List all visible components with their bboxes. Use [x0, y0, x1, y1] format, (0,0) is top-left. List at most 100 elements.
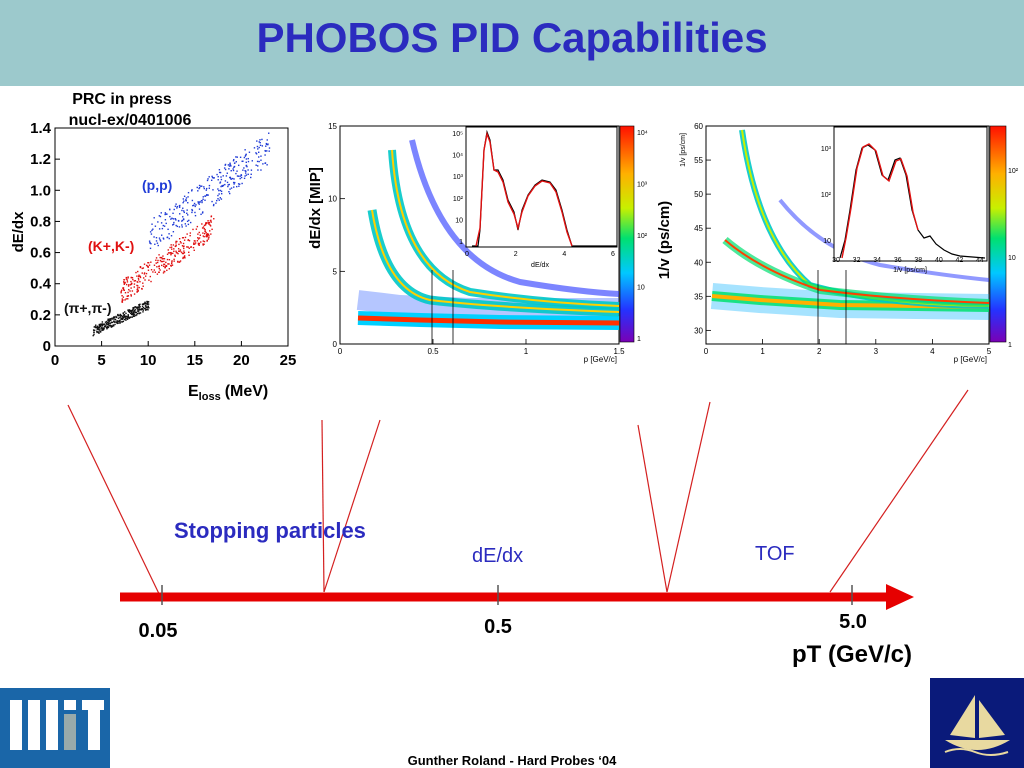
scatter-point [268, 132, 270, 134]
scatter-point [207, 221, 209, 224]
scatter-point [186, 212, 188, 215]
scatter-point [147, 309, 149, 311]
scatter-point [207, 233, 209, 235]
scatter-point [132, 307, 135, 309]
scatter-point [133, 307, 135, 310]
scatter-point [171, 224, 174, 226]
inset-y-tick-labels: 10 10² 10³ [821, 146, 832, 245]
scatter-point [209, 224, 211, 226]
scatter-point [123, 318, 126, 321]
page-title: PHOBOS PID Capabilities [256, 14, 768, 61]
scatter-point [107, 326, 110, 329]
scatter-point [163, 258, 166, 260]
scatter-point [173, 250, 175, 252]
scatter-point [154, 243, 156, 245]
scatter-point [261, 138, 263, 141]
scatter-point [126, 295, 128, 298]
scatter-point [104, 325, 107, 328]
inset-x-tick-label: 42 [956, 257, 964, 264]
scatter-point [239, 175, 241, 177]
scatter-point [161, 256, 163, 259]
scatter-point [183, 195, 186, 198]
scatter-point [208, 223, 210, 225]
scatter-point [168, 233, 170, 235]
scatter-point [224, 164, 226, 166]
scatter-point [175, 242, 177, 244]
scatter-point [146, 307, 149, 309]
eloss-scatter-chart: 00.20.40.60.81.01.21.4 0 5 10 15 20 25 dE/dx … [10, 91, 296, 403]
scatter-point [216, 173, 218, 176]
scatter-point [101, 326, 103, 328]
scatter-point [119, 315, 121, 317]
scatter-point [178, 237, 181, 240]
scatter-point [129, 316, 131, 318]
scatter-point [202, 226, 205, 228]
scatter-point [206, 179, 209, 182]
scatter-point [119, 313, 122, 316]
x-tick-label: 25 [280, 352, 297, 369]
scatter-point [152, 271, 154, 273]
tick-label-0.5: 0.5 [484, 616, 512, 638]
scatter-point [131, 290, 134, 292]
scatter-point [202, 243, 204, 245]
scatter-point [240, 174, 243, 177]
scatter-point [126, 317, 128, 319]
scatter-point [204, 195, 206, 197]
scatter-point [181, 245, 184, 247]
scatter-point [138, 307, 140, 309]
scatter-point [106, 323, 108, 326]
scatter-point [208, 187, 211, 189]
scatter-point [189, 221, 192, 224]
scatter-point [145, 306, 147, 309]
y-tick-label: 45 [694, 224, 703, 233]
scatter-points [92, 132, 271, 337]
scatter-point [208, 236, 210, 239]
scatter-point [244, 155, 247, 157]
x-tick-label: 3 [874, 347, 879, 356]
scatter-point [179, 249, 182, 251]
scatter-point [130, 294, 132, 296]
scatter-point [260, 155, 262, 157]
scatter-point [145, 264, 148, 267]
scatter-point [260, 169, 262, 171]
scatter-point [164, 219, 167, 221]
scatter-point [134, 309, 137, 311]
scatter-point [98, 327, 100, 329]
scatter-point [133, 306, 136, 308]
scatter-point [186, 220, 189, 223]
scatter-point [188, 251, 190, 253]
scatter-point [130, 295, 132, 297]
scatter-point [188, 254, 190, 256]
scatter-point [186, 246, 188, 248]
scatter-point [162, 224, 164, 227]
scatter-point [235, 161, 237, 163]
scatter-point [163, 270, 165, 273]
scatter-point [124, 292, 127, 294]
scatter-point [124, 299, 126, 301]
scatter-point [111, 326, 113, 328]
y-tick-label: 0 [333, 340, 338, 349]
scatter-point [142, 285, 144, 287]
scatter-point [137, 277, 140, 280]
scatter-point [229, 164, 232, 166]
scatter-point [127, 310, 130, 313]
scatter-point [256, 145, 259, 148]
scatter-point [132, 311, 134, 314]
scatter-point [166, 253, 169, 256]
y-tick-label: 0.8 [30, 213, 51, 230]
scatter-point [211, 175, 213, 178]
scatter-point [232, 168, 234, 170]
scatter-point [146, 302, 149, 304]
scatter-point [110, 325, 113, 327]
scatter-point [215, 202, 217, 204]
scatter-point [103, 323, 106, 325]
scatter-point [174, 218, 176, 220]
scatter-point [109, 318, 111, 320]
scatter-point [132, 313, 135, 316]
scatter-point [244, 172, 247, 174]
colorbar-tick-labels: 1 10 10² 10³ 10⁴ [637, 130, 648, 343]
scatter-point [201, 212, 204, 214]
scatter-point [229, 188, 231, 190]
scatter-point [190, 246, 192, 248]
scatter-point [232, 169, 235, 172]
